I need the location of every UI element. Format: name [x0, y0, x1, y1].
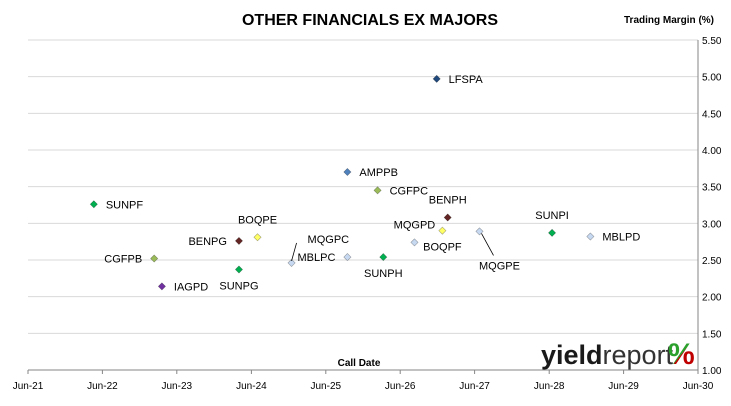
label-sunph: SUNPH [364, 268, 403, 280]
logo-report-text: report [603, 340, 674, 370]
x-tick-label: Jun-22 [87, 381, 118, 392]
leader-line-mqgpe [481, 233, 494, 256]
point-sunpi [548, 228, 557, 237]
y-tick-label: 2.50 [702, 256, 722, 267]
logo-yield-text: yield [541, 340, 603, 370]
y-tick-label: 4.50 [702, 109, 722, 120]
label-iagpd: IAGPD [174, 281, 208, 293]
point-cgfpc [373, 186, 382, 195]
x-axis-ticks: Jun-21 Jun-22 Jun-23 Jun-24 Jun-25 Jun-26 Jun-… [13, 381, 714, 392]
x-tick-label: Jun-28 [534, 381, 565, 392]
x-tick-label: Jun-30 [683, 381, 714, 392]
label-mblpc: MBLPC [298, 252, 336, 264]
label-benph: BENPH [429, 194, 467, 206]
svg-text:yieldreport: yieldreport [541, 340, 674, 370]
point-mqgpe [475, 227, 484, 236]
point-boqpe [253, 233, 262, 242]
x-tick-label: Jun-23 [162, 381, 193, 392]
x-tick-label: Jun-21 [13, 381, 44, 392]
point-sunpg [234, 265, 243, 274]
y-tick-label: 5.50 [702, 36, 722, 47]
point-sunpf [89, 200, 98, 209]
gridlines [28, 39, 698, 334]
y-axis-ticks: 1.00 1.50 2.00 2.50 3.00 3.50 4.00 4.50 5.00 5.50 [702, 36, 722, 377]
y-tick-label: 3.00 [702, 219, 722, 230]
y-tick-label: 1.00 [702, 366, 722, 377]
label-sunpi: SUNPI [535, 210, 569, 222]
point-iagpd [157, 282, 166, 291]
x-tick-label: Jun-25 [311, 381, 342, 392]
point-amppb [343, 167, 352, 177]
label-mqgpd: MQGPD [394, 219, 436, 231]
point-mblpc [343, 253, 352, 262]
x-axis-title: Call Date [338, 358, 381, 369]
label-lfspa: LFSPA [449, 74, 484, 86]
label-mqgpc: MQGPC [308, 234, 350, 246]
x-tick-label: Jun-26 [385, 381, 416, 392]
point-mqgpc [287, 258, 296, 267]
y-tick-label: 4.00 [702, 146, 722, 157]
leader-line-mqgpc [291, 242, 297, 262]
label-benpg: BENPG [188, 236, 227, 248]
y-tick-label: 2.00 [702, 293, 722, 304]
y-tick-label: 3.50 [702, 183, 722, 194]
point-lfspa [432, 74, 441, 83]
label-sunpf: SUNPF [106, 199, 144, 211]
label-boqpf: BOQPF [423, 242, 462, 254]
label-mqgpe: MQGPE [479, 260, 520, 272]
data-labels: LFSPA AMPPB CGFPC SUNPF BENPH SUNPI MBLPD BOQPE… [104, 74, 640, 294]
point-mblpd [586, 232, 595, 241]
y-axis-title: Trading Margin (%) [624, 15, 714, 26]
x-tick-label: Jun-29 [608, 381, 639, 392]
point-cgfpb [150, 254, 159, 263]
x-tick-label: Jun-27 [459, 381, 490, 392]
label-cgfpc: CGFPC [390, 185, 429, 197]
point-benpg [234, 236, 243, 245]
point-sunph [379, 253, 388, 262]
label-mblpd: MBLPD [602, 232, 640, 244]
point-mqgpd [410, 238, 419, 247]
point-boqpf [438, 226, 447, 235]
logo-percent-symbol: % [668, 338, 695, 371]
label-boqpe: BOQPE [238, 214, 277, 226]
label-sunpg: SUNPG [219, 281, 258, 293]
label-amppb: AMPPB [359, 167, 398, 179]
chart-title: OTHER FINANCIALS EX MAJORS [242, 12, 498, 29]
axes [27, 40, 699, 374]
point-benph [443, 213, 452, 222]
label-cgfpb: CGFPB [104, 254, 142, 266]
data-points [89, 74, 595, 291]
x-tick-label: Jun-24 [236, 381, 267, 392]
y-tick-label: 5.00 [702, 73, 722, 84]
y-tick-label: 1.50 [702, 329, 722, 340]
yieldreport-logo: yieldreport % [541, 338, 695, 371]
